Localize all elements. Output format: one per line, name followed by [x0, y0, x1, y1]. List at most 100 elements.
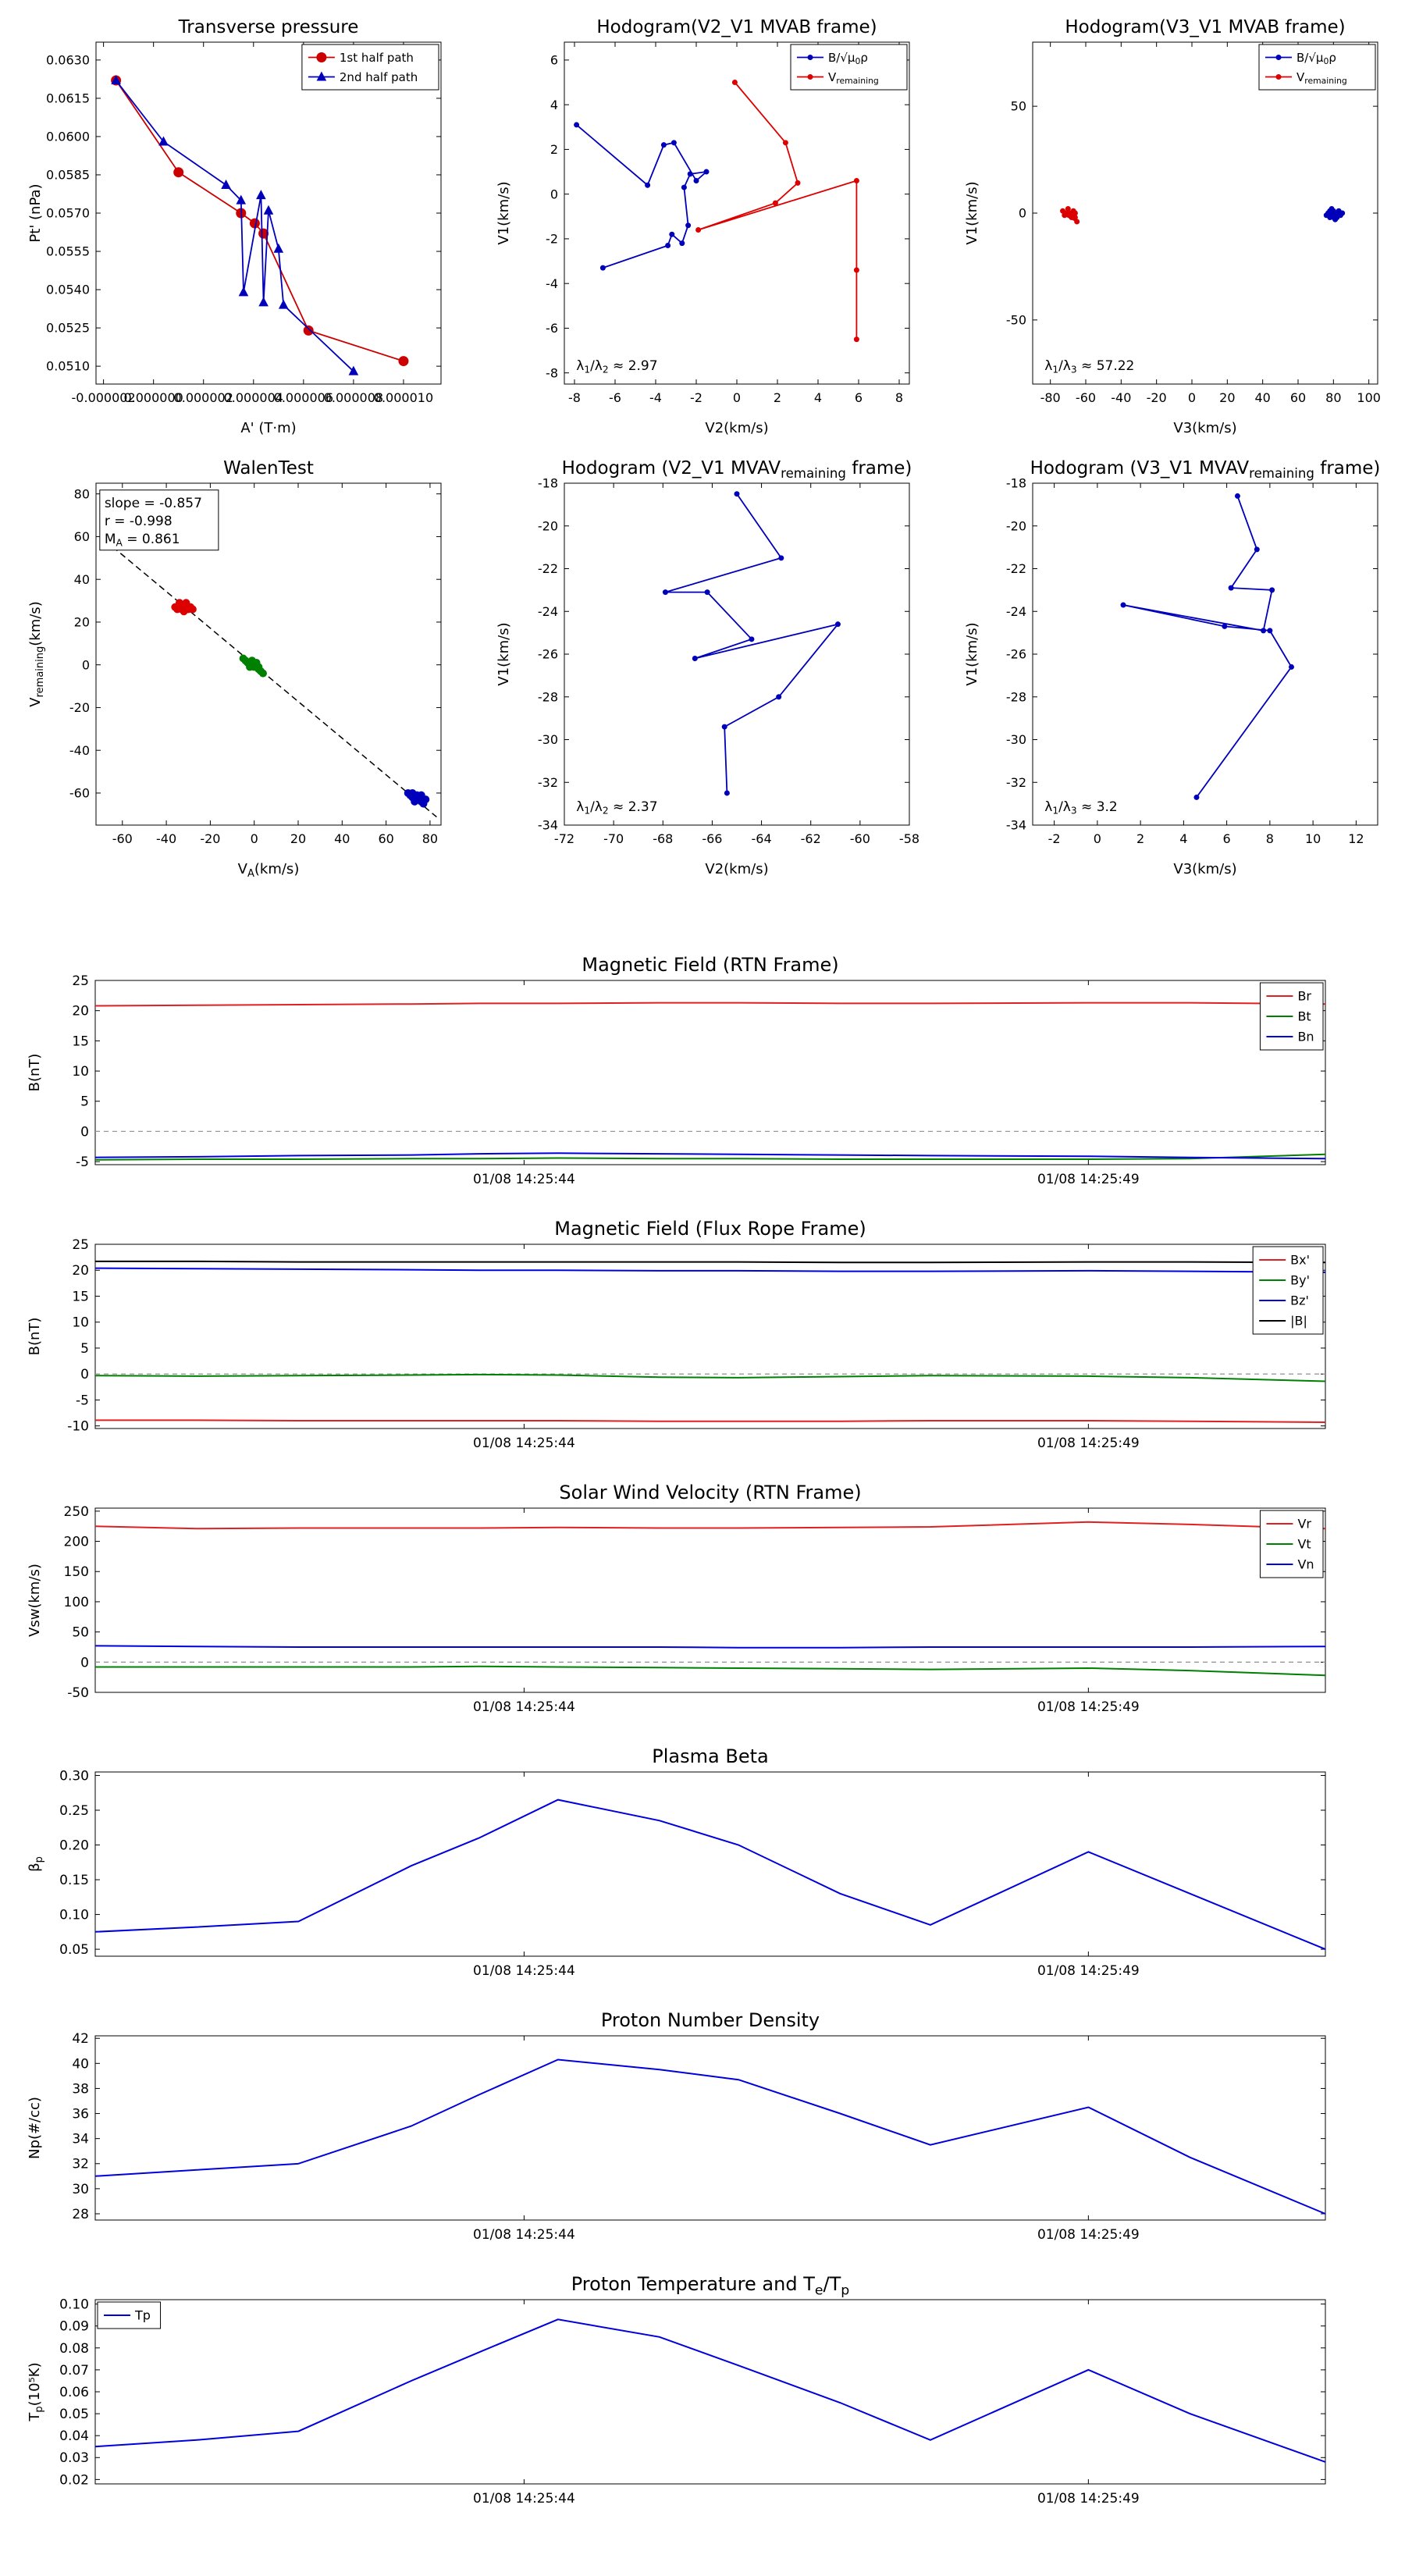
- chart-element: 1st half path: [340, 51, 414, 65]
- chart-element: (km/s): [27, 601, 44, 646]
- y-tick-label: 0: [80, 1655, 89, 1670]
- chart-element: A: [116, 537, 123, 548]
- walen-test-svg: WalenTest -60 -40 -20 0 20 40 60 80 -60 -40 -20 0 20 4…: [27, 458, 442, 880]
- proton-temperature-plot: Proton Temperature and Te/Tp 01/08 14:25:…: [0, 2268, 1405, 2520]
- chart-element: 0.000000: [123, 390, 183, 405]
- dot-marker: [1275, 74, 1282, 80]
- chart-element: 10: [72, 1315, 89, 1331]
- legend-label: Vremaining: [1297, 70, 1347, 86]
- y-tick-label: -2: [546, 232, 558, 247]
- chart-element: 0.10: [59, 2297, 89, 2313]
- chart-element: -2: [546, 232, 558, 247]
- dot-marker: [660, 142, 667, 148]
- legend-label: Vt: [1297, 1537, 1311, 1552]
- chart-element: -80: [1040, 390, 1061, 405]
- x-tick-label: 100: [1357, 390, 1381, 405]
- dot-marker: [247, 656, 256, 665]
- series-|B|: [95, 1260, 1326, 1264]
- y-tick-label: 20: [72, 1004, 89, 1019]
- dot-marker: [1065, 206, 1071, 212]
- y-tick-label: 0.0630: [46, 52, 90, 67]
- chart-element: 0: [1094, 831, 1101, 846]
- chart-element: -10: [67, 1419, 89, 1435]
- chart-title: Hodogram(V2_V1 MVAB frame): [596, 17, 877, 37]
- dot-marker: [662, 589, 668, 596]
- chart-element: Hodogram(V3_V1 MVAB frame): [1065, 17, 1345, 37]
- chart-element: WalenTest: [223, 458, 314, 479]
- chart-element: 0.0555: [46, 244, 90, 259]
- series-Np: [94, 2058, 1326, 2215]
- dot-marker: [665, 243, 671, 249]
- legend-label: Bn: [1297, 1030, 1314, 1044]
- circle-marker: [303, 325, 314, 336]
- transverse-pressure-svg: Transverse pressure-0.0000020.0000000.00…: [27, 17, 442, 436]
- chart-element: -58: [899, 831, 919, 846]
- x-tick-label: -0.000002: [72, 390, 136, 405]
- y-tick-label: -5: [76, 1393, 89, 1408]
- chart-element: Vn: [1297, 1557, 1314, 1572]
- chart-element: 01/08 14:25:49: [1037, 1436, 1140, 1451]
- x-tick-label: 01/08 14:25:49: [1037, 1963, 1140, 1979]
- x-tick-label: 01/08 14:25:49: [1037, 1172, 1140, 1187]
- chart-element: 0.0525: [46, 321, 90, 336]
- y-tick-label: -22: [1006, 561, 1026, 576]
- x-tick-label: -70: [603, 831, 624, 846]
- axes-frame: [94, 1507, 1326, 1693]
- chart-element: 01/08 14:25:44: [473, 1172, 575, 1187]
- chart-element: 0.03: [59, 2450, 89, 2466]
- dot-marker: [724, 790, 730, 796]
- y-axis-label: Tp(10⁵K): [27, 2362, 45, 2421]
- hodogram-v3v1-mvav-svg: Hodogram (V3_V1 MVAVremaining frame)-2 0 2…: [964, 458, 1380, 877]
- chart-element: -5: [76, 1155, 89, 1170]
- x-tick-label: -6: [609, 390, 621, 405]
- chart-element: -30: [538, 732, 558, 747]
- chart-element: 1: [584, 365, 590, 375]
- x-tick-label: 60: [1290, 390, 1306, 405]
- legend-label: Bz': [1290, 1293, 1309, 1308]
- chart-element: 2: [774, 390, 781, 405]
- y-tick-label: 5: [80, 1094, 89, 1110]
- chart-element: (km/s): [254, 861, 299, 877]
- axes-frame: [94, 1244, 1326, 1429]
- chart-element: remaining: [836, 76, 879, 86]
- dot-marker: [1269, 587, 1275, 593]
- x-tick-label: -4: [649, 390, 662, 405]
- chart-element: slope = -0.857: [105, 496, 202, 511]
- chart-element: 40: [72, 2056, 89, 2072]
- x-tick-label: 0.000000: [123, 390, 183, 405]
- chart-element: V1(km/s): [964, 181, 980, 244]
- hodogram-v3v1-mvab-plot: Hodogram(V3_V1 MVAB frame) -80 -60 -40 -20 0 2…: [937, 6, 1405, 447]
- chart-element: 5: [80, 1341, 89, 1357]
- chart-element: -8: [546, 365, 558, 380]
- chart-element: 12: [1348, 831, 1364, 846]
- chart-element: -60: [112, 831, 133, 846]
- chart-element: ≈ 57.22: [1077, 358, 1135, 374]
- triangle-marker: [238, 286, 249, 297]
- chart-element: 2: [603, 365, 609, 375]
- y-tick-label: -26: [1006, 647, 1026, 662]
- y-tick-label: 0.10: [59, 1908, 89, 1923]
- dot-marker: [685, 222, 692, 229]
- y-tick-label: 10: [72, 1064, 89, 1080]
- chart-element: 0: [1188, 390, 1196, 405]
- chart-element: V1(km/s): [496, 622, 512, 685]
- x-tick-label: 40: [1254, 390, 1270, 405]
- dot-marker: [807, 74, 813, 80]
- y-tick-label: -8: [546, 365, 558, 380]
- chart-element: 0.06: [59, 2385, 89, 2400]
- chart-element: 5: [80, 1094, 89, 1110]
- chart-element: Transverse pressure: [178, 17, 359, 37]
- x-tick-label: 20: [1219, 390, 1235, 405]
- chart-element: 250: [64, 1504, 89, 1520]
- chart-element: V: [828, 70, 837, 84]
- axes-frame: [1032, 482, 1378, 826]
- circle-marker: [249, 218, 260, 229]
- y-tick-label: 0: [80, 1367, 89, 1382]
- chart-element: 01/08 14:25:44: [473, 2491, 575, 2507]
- chart-element: -24: [538, 604, 558, 619]
- y-tick-label: 0.0600: [46, 130, 90, 144]
- x-axis-label: V3(km/s): [1173, 420, 1236, 436]
- chart-element: 28: [72, 2207, 89, 2222]
- chart-element: ≈ 3.2: [1077, 799, 1118, 815]
- y-tick-label: -10: [67, 1419, 89, 1435]
